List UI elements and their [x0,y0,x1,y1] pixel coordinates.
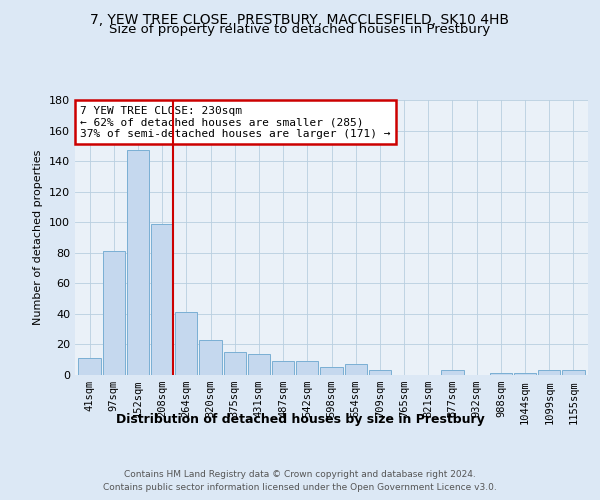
Bar [248,354,270,375]
Bar [344,364,367,375]
Bar [103,251,125,375]
Text: Distribution of detached houses by size in Prestbury: Distribution of detached houses by size … [116,412,484,426]
Y-axis label: Number of detached properties: Number of detached properties [34,150,43,325]
Text: 7, YEW TREE CLOSE, PRESTBURY, MACCLESFIELD, SK10 4HB: 7, YEW TREE CLOSE, PRESTBURY, MACCLESFIE… [91,12,509,26]
Bar [538,370,560,375]
Bar [199,340,221,375]
Text: 7 YEW TREE CLOSE: 230sqm
← 62% of detached houses are smaller (285)
37% of semi-: 7 YEW TREE CLOSE: 230sqm ← 62% of detach… [80,106,391,138]
Text: Contains HM Land Registry data © Crown copyright and database right 2024.
Contai: Contains HM Land Registry data © Crown c… [103,470,497,492]
Bar [151,224,173,375]
Bar [369,370,391,375]
Bar [296,361,319,375]
Bar [224,352,246,375]
Bar [442,370,464,375]
Bar [490,374,512,375]
Bar [320,368,343,375]
Bar [127,150,149,375]
Text: Size of property relative to detached houses in Prestbury: Size of property relative to detached ho… [109,24,491,36]
Bar [79,358,101,375]
Bar [562,370,584,375]
Bar [514,374,536,375]
Bar [175,312,197,375]
Bar [272,361,294,375]
